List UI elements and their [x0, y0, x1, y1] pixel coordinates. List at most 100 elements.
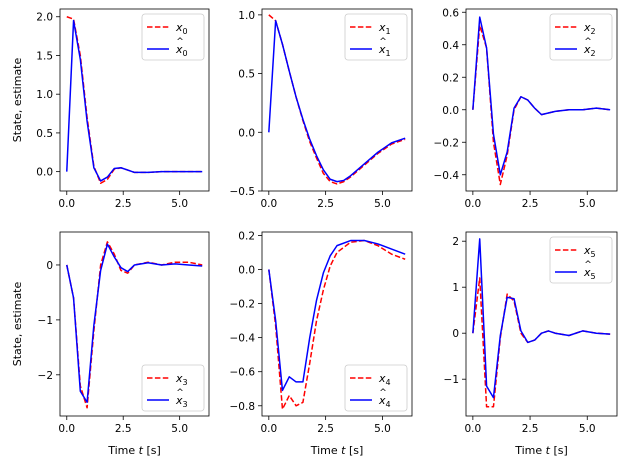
legend-hat-accent: ^	[176, 37, 184, 47]
x-tick-label: 0.0	[58, 423, 75, 435]
legend-label-base: x	[378, 394, 386, 407]
x-tick-label: 0.0	[58, 198, 75, 210]
series-line-estimate	[472, 238, 611, 399]
legend-label: x0	[175, 21, 188, 36]
subplot-0: 0.0 2.5 5.0 0.0 0.5 1.0 1.5 2.0 State, estimate x…	[11, 8, 210, 210]
legend-label: x2	[583, 43, 596, 58]
y-tick-label: −0.2	[434, 137, 460, 149]
y-tick-label: −0.8	[230, 401, 256, 413]
legend-label-subscript: 5	[591, 272, 596, 281]
y-tick-label: 1.5	[36, 50, 53, 62]
legend-label: x4	[378, 372, 391, 387]
legend-label-base: x	[583, 21, 591, 34]
series-line-estimate	[66, 243, 203, 404]
legend-hat-accent: ^	[176, 388, 184, 398]
legend-label-subscript: 1	[386, 27, 391, 36]
legend-box	[141, 364, 205, 412]
y-tick-label: 0.0	[238, 264, 255, 276]
x-axis-label-text: Time	[310, 444, 341, 457]
x-tick-label: 2.5	[317, 423, 334, 435]
axes-frame	[465, 8, 618, 192]
x-axis-label-var: t	[139, 444, 144, 457]
x-tick-label: 0.0	[465, 198, 482, 210]
legend-label-base: x	[378, 43, 386, 56]
legend-label-subscript: 4	[386, 378, 391, 387]
legend-hat-accent: ^	[584, 37, 592, 47]
legend-label-base: x	[583, 266, 591, 279]
x-axis-label-var: t	[546, 444, 551, 457]
legend-label: x0	[175, 43, 188, 58]
y-tick-label: 0.0	[442, 105, 459, 117]
y-tick-label: −0.4	[230, 333, 256, 345]
y-tick-label: −0.5	[230, 186, 256, 198]
series-line-estimate	[66, 19, 203, 182]
x-axis-label-unit: [s]	[345, 444, 363, 457]
legend-label-base: x	[175, 21, 183, 34]
y-tick-label: 0.5	[36, 128, 53, 140]
y-tick-label: 0.6	[442, 7, 459, 19]
y-tick-label: 0.5	[238, 69, 255, 81]
x-axis-label: Time t [s]	[107, 444, 161, 457]
legend-box	[344, 364, 408, 412]
legend-label: x1	[378, 43, 391, 58]
legend-label: x1	[378, 21, 391, 36]
legend-label-subscript: 0	[183, 27, 188, 36]
axes-frame	[261, 231, 413, 417]
legend-label: x3	[175, 372, 188, 387]
x-tick-label: 5.0	[579, 198, 596, 210]
legend-label-subscript: 1	[386, 49, 391, 58]
legend-label: x5	[583, 244, 596, 259]
x-axis-label-unit: [s]	[143, 444, 161, 457]
legend-label-base: x	[175, 394, 183, 407]
axes-frame	[59, 8, 210, 192]
x-tick-label: 2.5	[115, 423, 132, 435]
y-axis-label: State, estimate	[11, 282, 24, 367]
x-tick-label: 0.0	[260, 198, 277, 210]
axes-frame	[59, 231, 210, 417]
legend-label: x2	[583, 21, 596, 36]
y-tick-label: −0.6	[230, 367, 256, 379]
y-axis-label: State, estimate	[11, 58, 24, 143]
series-line-state	[268, 239, 406, 410]
y-tick-label: 2	[452, 236, 459, 248]
y-tick-label: 1.0	[238, 10, 255, 22]
x-axis-label: Time t [s]	[310, 444, 364, 457]
x-tick-label: 5.0	[579, 423, 596, 435]
y-tick-label: 0.2	[442, 72, 459, 84]
legend-label-base: x	[583, 244, 591, 257]
x-tick-label: 5.0	[171, 198, 188, 210]
legend-label-base: x	[175, 43, 183, 56]
x-tick-label: 2.5	[115, 198, 132, 210]
legend-label-subscript: 2	[591, 27, 596, 36]
x-tick-label: 5.0	[374, 423, 391, 435]
legend-label-subscript: 4	[386, 400, 391, 409]
y-tick-label: 1	[452, 282, 459, 294]
legend-label-base: x	[378, 372, 386, 385]
series-line-estimate	[268, 239, 406, 392]
legend-label: x5	[583, 266, 596, 281]
series-line-state	[472, 277, 611, 408]
legend-label-subscript: 5	[591, 250, 596, 259]
legend-label-base: x	[583, 43, 591, 56]
x-axis-label: Time t [s]	[514, 444, 568, 457]
legend-box	[549, 236, 613, 284]
y-tick-label: 2.0	[36, 12, 53, 24]
legend-label-subscript: 3	[183, 378, 188, 387]
subplot-4: 0.0 2.5 5.0 −0.8 −0.6 −0.4 −0.2 0.0 0.2 Time t [s…	[230, 230, 413, 457]
legend-label-base: x	[175, 372, 183, 385]
axes-frame	[465, 231, 618, 417]
legend-label: x4	[378, 394, 391, 409]
y-tick-label: 0	[452, 328, 459, 340]
y-tick-label: 0.4	[442, 40, 459, 52]
y-tick-label: 0.0	[36, 167, 53, 179]
legend-label: x3	[175, 394, 188, 409]
y-tick-label: −0.2	[230, 299, 256, 311]
legend-label-base: x	[378, 21, 386, 34]
